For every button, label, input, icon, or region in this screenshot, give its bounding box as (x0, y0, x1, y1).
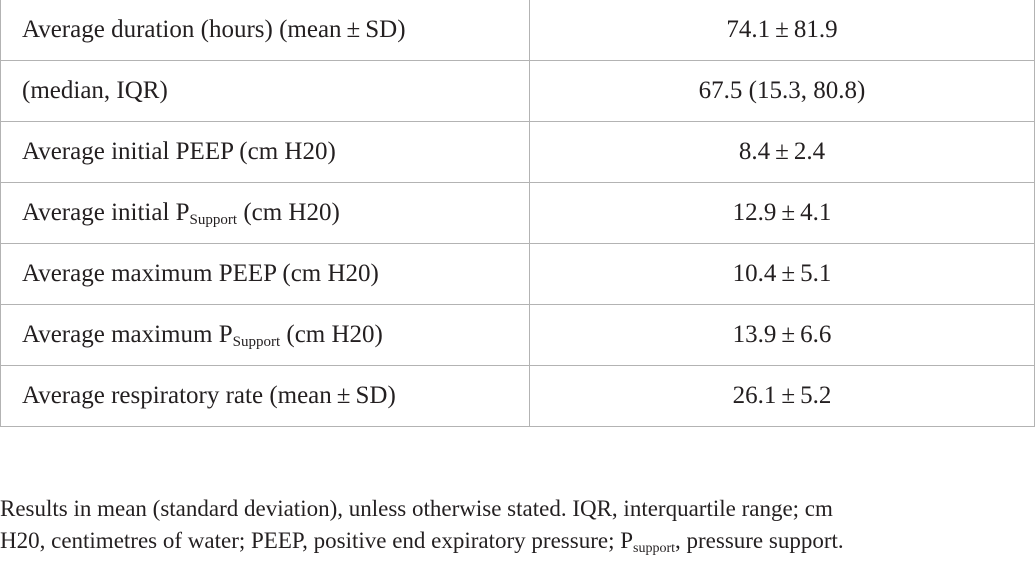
row-label: Average maximum PEEP (cm H20) (0, 243, 530, 305)
table-row: Average initial PSupport (cm H20) 12.9 ±… (0, 182, 1035, 244)
row-label-text: Average initial PEEP (cm H20) (22, 138, 336, 165)
row-label-subscript: Support (232, 334, 281, 350)
row-label: Average duration (hours) (mean ± SD) (0, 0, 530, 61)
row-value: 10.4 ± 5.1 (529, 243, 1035, 305)
row-value: 13.9 ± 6.6 (529, 304, 1035, 366)
results-table-container: Average duration (hours) (mean ± SD) 74.… (0, 0, 1035, 427)
row-value: 12.9 ± 4.1 (529, 182, 1035, 244)
row-label: Average respiratory rate (mean ± SD) (0, 365, 530, 427)
table-row: Average duration (hours) (mean ± SD) 74.… (0, 0, 1035, 61)
row-value: 8.4 ± 2.4 (529, 121, 1035, 183)
row-value: 26.1 ± 5.2 (529, 365, 1035, 427)
row-label: (median, IQR) (0, 60, 530, 122)
table-row: Average maximum PSupport (cm H20) 13.9 ±… (0, 304, 1035, 366)
row-label-text: Average respiratory rate (mean ± SD) (22, 382, 396, 409)
footnote-line-2: H20, centimetres of water; PEEP, positiv… (0, 528, 633, 553)
table-row: Average initial PEEP (cm H20) 8.4 ± 2.4 (0, 121, 1035, 183)
row-label-text: Average duration (hours) (mean ± SD) (22, 16, 406, 43)
row-label: Average maximum PSupport (cm H20) (0, 304, 530, 366)
row-label: Average initial PEEP (cm H20) (0, 121, 530, 183)
row-label-text: Average maximum PEEP (cm H20) (22, 260, 379, 287)
row-value: 74.1 ± 81.9 (529, 0, 1035, 61)
results-table: Average duration (hours) (mean ± SD) 74.… (0, 0, 1035, 427)
row-value: 67.5 (15.3, 80.8) (529, 60, 1035, 122)
footnote-subscript: support (633, 541, 675, 556)
row-label-text: (median, IQR) (22, 77, 168, 104)
table-row: Average respiratory rate (mean ± SD) 26.… (0, 365, 1035, 427)
table-row: Average maximum PEEP (cm H20) 10.4 ± 5.1 (0, 243, 1035, 305)
footnote-line-2-end: , pressure support. (675, 528, 844, 553)
row-label-text: Average maximum P (22, 321, 233, 348)
row-label: Average initial PSupport (cm H20) (0, 182, 530, 244)
row-label-unit: (cm H20) (237, 199, 340, 226)
table-footnote: Results in mean (standard deviation), un… (0, 493, 1035, 557)
row-label-subscript: Support (189, 212, 238, 228)
footnote-line-1: Results in mean (standard deviation), un… (0, 496, 833, 521)
row-label-text: Average initial P (22, 199, 190, 226)
row-label-unit: (cm H20) (280, 321, 383, 348)
table-row: (median, IQR) 67.5 (15.3, 80.8) (0, 60, 1035, 122)
